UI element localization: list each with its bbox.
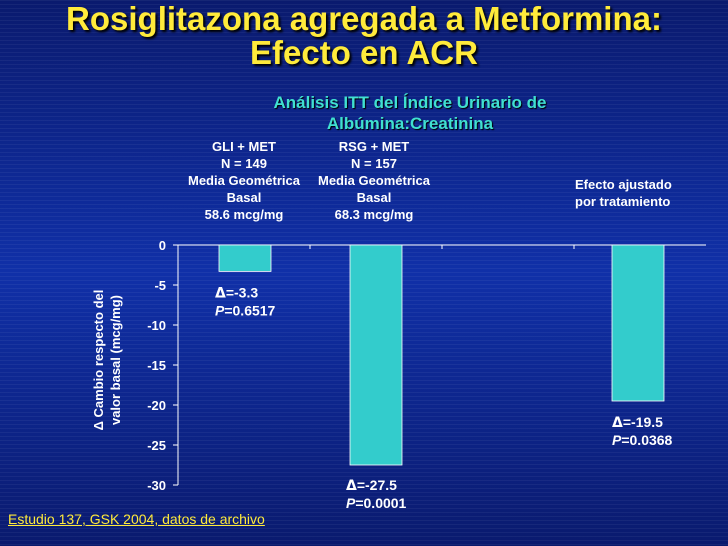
group-basal-label: Basal xyxy=(226,190,262,205)
p-value: =0.0001 xyxy=(355,495,406,511)
bar-3 xyxy=(611,244,665,402)
p-symbol: P xyxy=(346,495,356,511)
p-value: =0.6517 xyxy=(224,302,275,318)
annotation-p-value: P=0.6517 xyxy=(215,302,276,318)
y-tick-label: -30 xyxy=(147,478,166,493)
group-n: N = 157 xyxy=(351,156,397,171)
y-tick-label: -15 xyxy=(147,358,166,373)
group-mean-label: Media Geométrica xyxy=(188,173,300,188)
delta-value: =-19.5 xyxy=(623,414,663,430)
delta-value: =-3.3 xyxy=(226,284,259,300)
bars xyxy=(218,244,665,466)
source-footnote: Estudio 137, GSK 2004, datos de archivo xyxy=(8,511,265,527)
annotation-delta: Δ=-27.5 xyxy=(346,477,397,494)
adjusted-effect-line1: Efecto ajustado xyxy=(575,177,672,192)
group-name: RSG + MET xyxy=(338,139,410,154)
delta-symbol: Δ xyxy=(612,415,623,431)
delta-symbol: Δ xyxy=(346,478,357,494)
delta-symbol: Δ xyxy=(215,285,226,301)
p-symbol: P xyxy=(215,302,225,318)
y-tick-label: 0 xyxy=(159,238,166,253)
annotation-p-value: P=0.0001 xyxy=(346,495,407,511)
group-n: N = 149 xyxy=(221,156,267,171)
group-info-rsg-met: RSG + MET N = 157 Media Geométrica Basal… xyxy=(310,138,438,223)
annotation-delta: Δ=-3.3 xyxy=(215,284,258,301)
delta-value: =-27.5 xyxy=(357,477,397,493)
bar-2 xyxy=(349,244,403,466)
group-info-gli-met: GLI + MET N = 149 Media Geométrica Basal… xyxy=(180,138,308,223)
slide-title-line1: Rosiglitazona agregada a Metformina: xyxy=(66,0,662,37)
group-name: GLI + MET xyxy=(212,139,276,154)
slide-title: Rosiglitazona agregada a Metformina: Efe… xyxy=(0,2,728,70)
p-symbol: P xyxy=(612,432,622,448)
adjusted-effect-label: Efecto ajustado por tratamiento xyxy=(575,176,695,210)
p-value: =0.0368 xyxy=(621,432,672,448)
group-basal-label: Basal xyxy=(356,190,392,205)
annotation-p-value: P=0.0368 xyxy=(612,432,673,448)
annotation-delta: Δ=-19.5 xyxy=(612,414,663,431)
y-tick-label: -25 xyxy=(147,438,166,453)
group-basal-value: 58.6 mcg/mg xyxy=(204,207,284,222)
annotations: Δ=-3.3P=0.6517Δ=-27.5P=0.0001Δ=-19.5P=0.… xyxy=(215,284,673,511)
group-mean-label: Media Geométrica xyxy=(318,173,430,188)
y-tick-label: -5 xyxy=(154,278,166,293)
slide-title-line2: Efecto en ACR xyxy=(250,34,478,71)
y-tick-label: -20 xyxy=(147,398,166,413)
chart-title: Análisis ITT del Índice Urinario de Albú… xyxy=(273,93,547,133)
adjusted-effect-line2: por tratamiento xyxy=(575,194,671,209)
bar-1 xyxy=(218,244,272,272)
group-basal-value: 68.3 mcg/mg xyxy=(334,207,414,222)
y-tick-label: -10 xyxy=(147,318,166,333)
